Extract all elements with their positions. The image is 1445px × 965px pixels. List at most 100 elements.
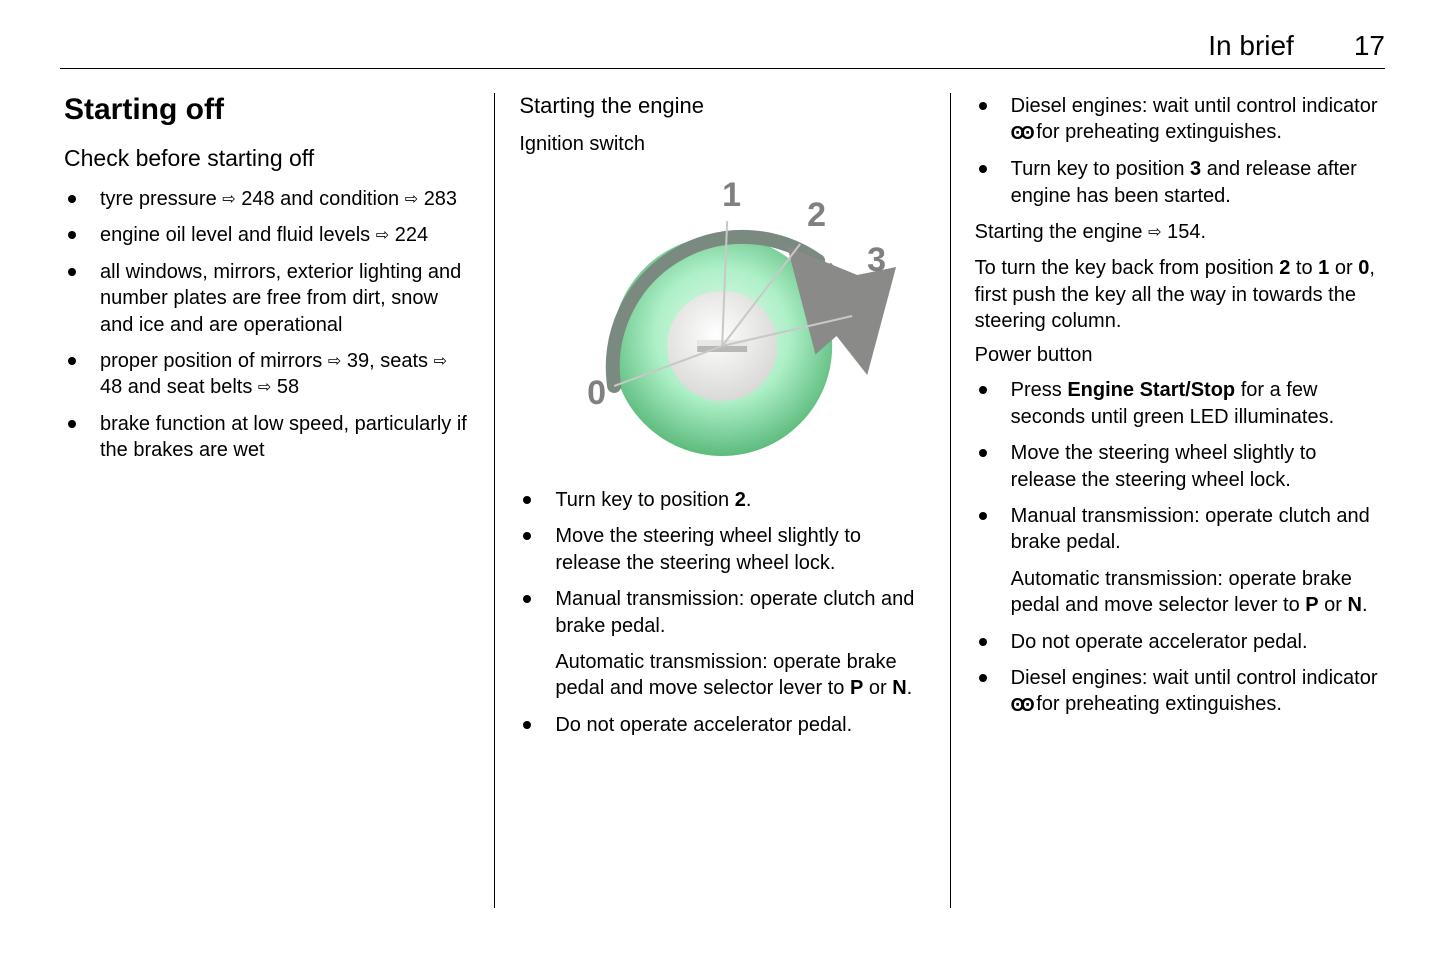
ref-number: 48 <box>100 376 122 398</box>
h3-starting-engine: Starting the engine <box>519 93 925 119</box>
ref-arrow-icon: ⇨ <box>1148 222 1161 243</box>
preheat-icon: ʘʘ <box>1011 694 1031 718</box>
h1-starting-off: Starting off <box>64 93 470 127</box>
text: Manual transmission: operate clutch and … <box>555 588 914 636</box>
text: Turn key to position <box>1011 158 1190 180</box>
text: Do not operate accelerator pedal. <box>1011 631 1308 653</box>
ref-number: 248 <box>241 188 274 210</box>
column-2: Starting the engine Ignition switch <box>495 93 950 908</box>
text: or <box>863 677 892 699</box>
ref-arrow-icon: ⇨ <box>376 225 389 246</box>
text: tyre pressure <box>100 188 222 210</box>
list-item: brake function at low speed, particularl… <box>64 411 470 464</box>
list-item: engine oil level and fluid levels ⇨ 224 <box>64 222 470 248</box>
ref-number: 283 <box>424 188 457 210</box>
h4-ignition-switch: Ignition switch <box>519 133 925 156</box>
power-button-list: Press Engine Start/Stop for a few second… <box>975 377 1381 555</box>
ref-arrow-icon: ⇨ <box>405 189 418 210</box>
diagram-label-1: 1 <box>722 176 741 214</box>
list-item: Diesel engines: wait until control indic… <box>975 665 1381 718</box>
text: all windows, mirrors, exterior lighting … <box>100 261 461 336</box>
ref-arrow-icon: ⇨ <box>222 189 235 210</box>
text: . <box>1362 594 1368 616</box>
list-item: Do not operate accelerator pedal. <box>975 629 1381 655</box>
text: Do not operate accelerator pedal. <box>555 714 852 736</box>
text: . <box>746 489 752 511</box>
h2-check-before: Check before starting off <box>64 145 470 172</box>
bold-text: P <box>850 677 863 699</box>
text: To turn the key back from position <box>975 257 1280 279</box>
text: Diesel engines: wait until control indic… <box>1011 667 1378 689</box>
check-list: tyre pressure ⇨ 248 and condition ⇨ 283 … <box>64 186 470 464</box>
text: Turn key to position <box>555 489 734 511</box>
text: Move the steering wheel slightly to rele… <box>555 525 861 573</box>
text: . <box>1200 221 1206 243</box>
list-item: Move the steering wheel slightly to rele… <box>975 440 1381 493</box>
ref-number: 58 <box>277 376 299 398</box>
h4-power-button: Power button <box>975 344 1381 367</box>
list-item: Turn key to position 2. <box>519 487 925 513</box>
ref-arrow-icon: ⇨ <box>328 351 341 372</box>
text: proper position of mirrors <box>100 350 328 372</box>
bold-text: 0 <box>1358 257 1369 279</box>
sub-paragraph: Automatic transmission: operate brake pe… <box>975 566 1381 619</box>
bold-text: Engine Start/Stop <box>1067 379 1235 401</box>
ignition-steps-list: Turn key to position 2. Move the steerin… <box>519 487 925 639</box>
bold-text: 2 <box>1279 257 1290 279</box>
list-item: Turn key to position 3 and release after… <box>975 156 1381 209</box>
text: and seat belts <box>122 376 258 398</box>
text: Diesel engines: wait until control indic… <box>1011 95 1378 117</box>
column-3: Diesel engines: wait until control indic… <box>951 93 1385 908</box>
diagram-label-0: 0 <box>587 374 606 412</box>
list-item: Diesel engines: wait until control indic… <box>975 93 1381 146</box>
ignition-switch-diagram: 0 1 2 3 <box>519 166 925 466</box>
list-item: Move the steering wheel slightly to rele… <box>519 523 925 576</box>
sub-paragraph: Automatic transmission: operate brake pe… <box>519 649 925 702</box>
text: or <box>1319 594 1348 616</box>
header-section-title: In brief <box>1208 30 1294 62</box>
bold-text: 1 <box>1318 257 1329 279</box>
bold-text: N <box>1348 594 1362 616</box>
text: brake function at low speed, particularl… <box>100 413 467 461</box>
list-item: Manual transmission: operate clutch and … <box>519 586 925 639</box>
text: Manual transmission: operate clutch and … <box>1011 505 1370 553</box>
diagram-label-3: 3 <box>867 241 886 279</box>
text: Automatic transmission: operate brake pe… <box>555 651 896 699</box>
list-item: tyre pressure ⇨ 248 and condition ⇨ 283 <box>64 186 470 212</box>
ignition-steps-list-2: Do not operate accelerator pedal. <box>519 712 925 738</box>
text: for preheating extinguishes. <box>1031 693 1282 715</box>
ref-arrow-icon: ⇨ <box>258 377 271 398</box>
ref-number: 224 <box>395 224 428 246</box>
text: to <box>1290 257 1318 279</box>
ref-arrow-icon: ⇨ <box>434 351 447 372</box>
page-header: In brief 17 <box>60 30 1385 69</box>
preheat-icon: ʘʘ <box>1011 122 1031 146</box>
text: . <box>907 677 913 699</box>
text: Move the steering wheel slightly to rele… <box>1011 442 1317 490</box>
list-item: Manual transmission: operate clutch and … <box>975 503 1381 556</box>
column-1: Starting off Check before starting off t… <box>60 93 495 908</box>
list-item: all windows, mirrors, exterior lighting … <box>64 259 470 338</box>
bold-text: 2 <box>735 489 746 511</box>
list-item: proper position of mirrors ⇨ 39, seats ⇨… <box>64 348 470 401</box>
ref-number: 154 <box>1167 221 1200 243</box>
bold-text: P <box>1305 594 1318 616</box>
ref-number: 39 <box>347 350 369 372</box>
list-item: Do not operate accelerator pedal. <box>519 712 925 738</box>
continued-list: Diesel engines: wait until control indic… <box>975 93 1381 209</box>
power-button-list-2: Do not operate accelerator pedal. Diesel… <box>975 629 1381 719</box>
text: , seats <box>369 350 433 372</box>
list-item: Press Engine Start/Stop for a few second… <box>975 377 1381 430</box>
text: or <box>1329 257 1358 279</box>
text: Automatic transmission: operate brake pe… <box>1011 568 1352 616</box>
text: Starting the engine <box>975 221 1148 243</box>
text: Press <box>1011 379 1068 401</box>
bold-text: 3 <box>1190 158 1201 180</box>
paragraph: Starting the engine ⇨ 154. <box>975 219 1381 245</box>
text: for preheating extinguishes. <box>1031 121 1282 143</box>
diagram-label-2: 2 <box>807 196 826 234</box>
header-page-number: 17 <box>1354 30 1385 62</box>
bold-text: N <box>892 677 906 699</box>
text: and condition <box>275 188 405 210</box>
paragraph: To turn the key back from position 2 to … <box>975 255 1381 334</box>
